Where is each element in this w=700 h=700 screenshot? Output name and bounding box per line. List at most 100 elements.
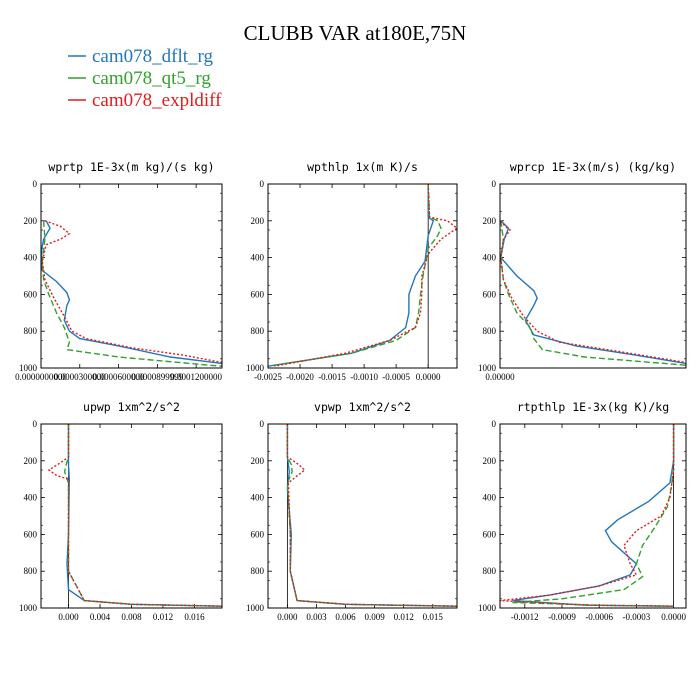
panel-title: wprcp 1E-3x(m/s) (kg/kg) bbox=[510, 160, 676, 174]
legend-label-1: cam078_dflt_rg bbox=[92, 46, 214, 67]
y-tick-label: 0 bbox=[33, 179, 38, 189]
y-tick-label: 800 bbox=[251, 566, 265, 576]
series-line-2 bbox=[512, 424, 675, 607]
y-tick-label: 400 bbox=[483, 493, 497, 503]
y-tick-label: 600 bbox=[251, 529, 265, 539]
series-line-2 bbox=[286, 424, 457, 607]
x-tick-label: 0.016 bbox=[184, 612, 205, 622]
x-tick-label: 0.012 bbox=[153, 612, 173, 622]
series-line-3 bbox=[500, 424, 675, 607]
x-tick-label: 0.006 bbox=[335, 612, 356, 622]
x-tick-label: 0.0000300000 bbox=[54, 372, 106, 382]
x-tick-label: 0.012 bbox=[394, 612, 414, 622]
plot-frame bbox=[499, 423, 687, 609]
y-tick-label: 400 bbox=[483, 253, 497, 263]
x-tick-label: 0.0000 bbox=[661, 612, 686, 622]
series-line-1 bbox=[286, 424, 457, 607]
x-tick-label: -0.0003 bbox=[623, 612, 651, 622]
y-tick-label: 200 bbox=[483, 216, 497, 226]
x-tick-label: 0.000 bbox=[277, 612, 298, 622]
y-tick-label: 1000 bbox=[19, 363, 38, 373]
series-line-1 bbox=[500, 220, 686, 367]
series-line-2 bbox=[63, 424, 222, 607]
plot-frame bbox=[40, 183, 223, 369]
x-tick-label: 0.0000600000 bbox=[93, 372, 145, 382]
y-tick-label: 200 bbox=[483, 456, 497, 466]
series-line-3 bbox=[500, 220, 686, 367]
y-tick-label: 1000 bbox=[478, 363, 497, 373]
y-tick-label: 800 bbox=[251, 326, 265, 336]
panel-5: vpwp 1xm^2/s^2 0 200 400 600 800 1000 0.000 0.00… bbox=[246, 400, 458, 622]
series-line-2 bbox=[41, 220, 222, 367]
y-tick-label: 600 bbox=[483, 289, 497, 299]
y-tick-label: 800 bbox=[24, 326, 38, 336]
y-tick-label: 600 bbox=[483, 529, 497, 539]
plot-frame bbox=[499, 183, 687, 369]
y-tick-label: 400 bbox=[24, 493, 38, 503]
panel-2: wpthlp 1x(m K)/s 0 200 400 600 800 1000-0.0025… bbox=[246, 160, 458, 382]
y-tick-label: 0 bbox=[260, 419, 265, 429]
x-tick-label: 0.0000000000 bbox=[15, 372, 67, 382]
y-tick-label: 800 bbox=[483, 566, 497, 576]
y-tick-label: 200 bbox=[251, 456, 265, 466]
x-tick-label: -0.0009 bbox=[548, 612, 576, 622]
plot-frame bbox=[267, 183, 458, 369]
x-tick-label: 0.009 bbox=[364, 612, 385, 622]
x-tick-label: 0.0001200000 bbox=[170, 372, 222, 382]
x-tick-label: -0.0015 bbox=[318, 372, 346, 382]
x-tick-label: -0.0020 bbox=[286, 372, 314, 382]
x-tick-label: -0.0010 bbox=[350, 372, 378, 382]
x-tick-label: 0.008 bbox=[121, 612, 142, 622]
legend-label-2: cam078_qt5_rg bbox=[92, 68, 211, 89]
y-tick-label: 0 bbox=[492, 179, 497, 189]
x-tick-label: 0.0000 bbox=[416, 372, 441, 382]
x-tick-label: 0.003 bbox=[306, 612, 327, 622]
legend: cam078_dflt_rg cam078_qt5_rg cam078_expl… bbox=[68, 46, 222, 111]
panel-title: upwp 1xm^2/s^2 bbox=[83, 400, 180, 414]
panel-6: rtpthlp 1E-3x(kg K)/kg 0 200 400 600 800 1000 -… bbox=[478, 400, 687, 622]
y-tick-label: 1000 bbox=[19, 603, 38, 613]
panel-1: wprtp 1E-3x(m kg)/(s kg) 0 200 400 600 800 100… bbox=[15, 160, 222, 382]
x-tick-label: 0.004 bbox=[90, 612, 111, 622]
x-tick-label: -0.0005 bbox=[382, 372, 410, 382]
series-line-1 bbox=[41, 220, 222, 367]
y-tick-label: 1000 bbox=[246, 603, 265, 613]
y-tick-label: 600 bbox=[24, 529, 38, 539]
panel-title: wpthlp 1x(m K)/s bbox=[307, 160, 418, 174]
x-tick-label: 0.015 bbox=[423, 612, 444, 622]
panel-4: upwp 1xm^2/s^2 0 200 400 600 800 1000 0.000 0.00… bbox=[19, 400, 223, 622]
y-tick-label: 0 bbox=[33, 419, 38, 429]
figure-title: CLUBB VAR at180E,75N bbox=[244, 21, 467, 45]
x-tick-label: 0.00000 bbox=[485, 372, 515, 382]
y-tick-label: 1000 bbox=[246, 363, 265, 373]
y-tick-label: 400 bbox=[24, 253, 38, 263]
x-tick-label: -0.0025 bbox=[254, 372, 282, 382]
y-tick-label: 400 bbox=[251, 493, 265, 503]
series-line-1 bbox=[66, 424, 222, 607]
x-tick-label: -0.0012 bbox=[511, 612, 539, 622]
y-tick-label: 600 bbox=[24, 289, 38, 299]
plot-frame bbox=[40, 423, 223, 609]
y-tick-label: 0 bbox=[492, 419, 497, 429]
y-tick-label: 200 bbox=[251, 216, 265, 226]
y-tick-label: 0 bbox=[260, 179, 265, 189]
panels: wprtp 1E-3x(m kg)/(s kg) 0 200 400 600 800 100… bbox=[15, 160, 687, 622]
x-tick-label: -0.0006 bbox=[585, 612, 613, 622]
series-line-3 bbox=[41, 220, 222, 367]
y-tick-label: 400 bbox=[251, 253, 265, 263]
series-line-2 bbox=[500, 220, 686, 366]
y-tick-label: 200 bbox=[24, 216, 38, 226]
series-line-3 bbox=[47, 424, 222, 607]
y-tick-label: 800 bbox=[483, 326, 497, 336]
legend-label-3: cam078_expldiff bbox=[92, 90, 222, 111]
plot-frame bbox=[267, 423, 458, 609]
series-line-3 bbox=[274, 184, 457, 367]
series-line-1 bbox=[268, 184, 435, 367]
panel-title: rtpthlp 1E-3x(kg K)/kg bbox=[517, 400, 669, 414]
series-line-3 bbox=[286, 424, 457, 607]
y-tick-label: 200 bbox=[24, 456, 38, 466]
series-line-1 bbox=[512, 424, 675, 607]
series-line-2 bbox=[274, 184, 442, 366]
panel-title: wprtp 1E-3x(m kg)/(s kg) bbox=[48, 160, 214, 174]
